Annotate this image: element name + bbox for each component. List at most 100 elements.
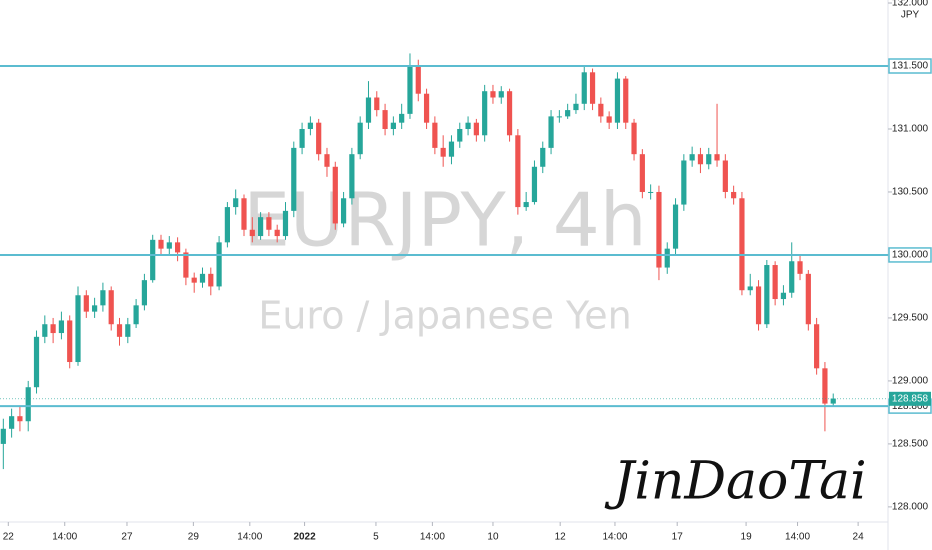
candle-body bbox=[407, 66, 413, 114]
level-label-box bbox=[888, 247, 932, 263]
x-tick-label: 14:00 bbox=[602, 532, 627, 543]
candle-body bbox=[25, 387, 31, 422]
candle-body bbox=[531, 166, 538, 203]
x-tick-label: 2022 bbox=[293, 532, 316, 543]
candle-body bbox=[689, 154, 695, 161]
candle-body bbox=[780, 292, 787, 300]
x-tick-label: 22 bbox=[3, 532, 15, 543]
candle-body bbox=[374, 97, 380, 111]
x-tick-label: 14:00 bbox=[52, 532, 77, 543]
level-label: 128.800 bbox=[892, 401, 929, 412]
candle-body bbox=[257, 217, 264, 237]
candle-body bbox=[116, 324, 123, 337]
candle-body bbox=[249, 229, 255, 237]
x-tick-label: 19 bbox=[741, 532, 753, 543]
candle-body bbox=[565, 110, 571, 117]
candle-body bbox=[166, 242, 172, 249]
x-tick-label: 24 bbox=[853, 532, 865, 543]
x-tick-label: 5 bbox=[373, 532, 379, 543]
candle-body bbox=[830, 398, 836, 404]
candle-body bbox=[614, 78, 621, 123]
watermark-subtitle: Euro / Japanese Yen bbox=[258, 294, 631, 338]
watermark-title: EURJPY, 4h bbox=[243, 178, 646, 264]
x-tick-label: 14:00 bbox=[785, 532, 810, 543]
signature: JinDaoTai bbox=[604, 452, 866, 512]
candle-body bbox=[17, 416, 23, 422]
candle-body bbox=[415, 66, 421, 94]
last-price-label: 128.858 bbox=[892, 393, 929, 404]
candle-body bbox=[50, 324, 56, 334]
y-tick-label: 129.500 bbox=[892, 313, 929, 324]
candle-body bbox=[266, 217, 272, 230]
candle-body bbox=[299, 128, 305, 148]
candle-body bbox=[631, 122, 637, 155]
x-tick-label: 14:00 bbox=[420, 532, 445, 543]
y-tick-label: 131.000 bbox=[892, 124, 929, 135]
candle-body bbox=[199, 273, 206, 283]
candle-body bbox=[125, 324, 131, 337]
candle-body bbox=[100, 290, 106, 306]
candle-body bbox=[573, 103, 579, 111]
candle-body bbox=[42, 324, 48, 337]
candle-body bbox=[423, 93, 430, 123]
candle-body bbox=[67, 320, 73, 363]
candle-body bbox=[432, 122, 438, 148]
candle-body bbox=[772, 265, 778, 300]
y-tick-label: 129.000 bbox=[892, 376, 929, 387]
candle-body bbox=[581, 72, 587, 104]
candle-body bbox=[498, 91, 504, 98]
y-tick-label: 128.500 bbox=[892, 439, 929, 450]
candle-body bbox=[814, 324, 820, 369]
candle-body bbox=[523, 202, 529, 208]
candle-body bbox=[648, 191, 654, 193]
x-tick-label: 27 bbox=[121, 532, 133, 543]
level-label-box bbox=[888, 58, 932, 74]
last-price-box bbox=[889, 391, 931, 406]
candle-body bbox=[440, 147, 446, 157]
candle-body bbox=[316, 122, 322, 155]
candle-body bbox=[606, 116, 612, 123]
candle-body bbox=[75, 295, 81, 363]
level-label: 131.500 bbox=[892, 61, 929, 72]
y-tick-label: 128.000 bbox=[892, 502, 929, 513]
candle-body bbox=[623, 78, 629, 123]
candle-body bbox=[589, 72, 596, 104]
x-tick-label: 29 bbox=[188, 532, 200, 543]
level-label: 130.000 bbox=[892, 250, 929, 261]
candle-body bbox=[108, 290, 114, 325]
candle-body bbox=[639, 154, 645, 192]
candle-body bbox=[324, 154, 330, 167]
candle-body bbox=[175, 242, 181, 253]
candle-body bbox=[92, 305, 98, 312]
candle-body bbox=[515, 135, 521, 208]
candle-body bbox=[224, 207, 230, 243]
candle-body bbox=[490, 91, 496, 98]
candle-body bbox=[83, 295, 89, 312]
x-tick-label: 17 bbox=[672, 532, 684, 543]
candle-body bbox=[241, 198, 247, 230]
candle-body bbox=[764, 265, 770, 325]
candle-body bbox=[307, 122, 313, 129]
y-tick-label: 130.500 bbox=[892, 187, 929, 198]
candle-body bbox=[706, 154, 712, 165]
candle-body bbox=[365, 97, 372, 123]
candle-body bbox=[382, 110, 388, 129]
candle-body bbox=[672, 204, 679, 249]
candle-body bbox=[357, 122, 363, 155]
candle-body bbox=[664, 248, 670, 268]
candle-body bbox=[216, 242, 222, 287]
candle-body bbox=[697, 154, 704, 165]
candle-body bbox=[473, 122, 479, 136]
candle-body bbox=[797, 261, 803, 274]
candle-body bbox=[133, 305, 139, 325]
candle-body bbox=[747, 286, 753, 291]
candle-body bbox=[548, 116, 554, 148]
y-tick-label: 132.000 bbox=[892, 0, 929, 9]
x-tick-label: 10 bbox=[487, 532, 499, 543]
candle-body bbox=[656, 191, 662, 268]
candle-body bbox=[681, 160, 687, 205]
candle-body bbox=[714, 154, 720, 161]
candle-body bbox=[183, 252, 189, 278]
candle-body bbox=[33, 336, 40, 388]
